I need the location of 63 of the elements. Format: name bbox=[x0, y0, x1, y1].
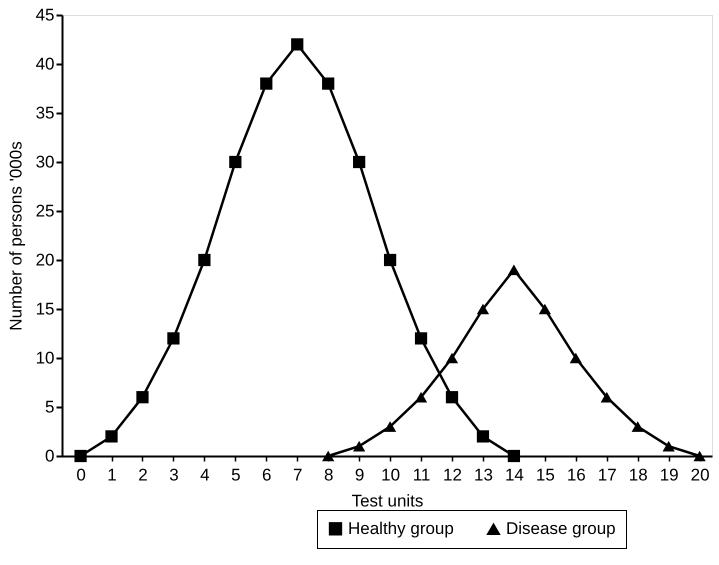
x-tick-label: 2 bbox=[138, 466, 148, 484]
x-tick-label: 20 bbox=[690, 466, 710, 484]
point bbox=[322, 450, 334, 462]
x-tick-label: 10 bbox=[381, 466, 400, 484]
legend-label: Healthy group bbox=[348, 518, 454, 538]
x-tick-label: 1 bbox=[107, 466, 117, 484]
point bbox=[105, 430, 118, 443]
x-tick-label: 12 bbox=[443, 466, 462, 484]
y-tick-label: 40 bbox=[36, 54, 54, 74]
y-tick-label: 20 bbox=[36, 250, 54, 270]
x-tick-label: 5 bbox=[231, 466, 241, 484]
x-tick-label: 19 bbox=[660, 466, 679, 484]
point bbox=[136, 391, 149, 404]
x-tick-label: 13 bbox=[474, 466, 493, 484]
y-axis-title: Number of persons '000s bbox=[6, 141, 26, 331]
point bbox=[446, 352, 458, 364]
point bbox=[414, 392, 428, 403]
point bbox=[508, 450, 520, 462]
point bbox=[260, 77, 272, 90]
point bbox=[414, 332, 428, 345]
point bbox=[229, 156, 242, 168]
point bbox=[198, 254, 211, 266]
y-tick-label: 10 bbox=[36, 348, 54, 368]
x-tick-label: 9 bbox=[354, 466, 364, 484]
y-tick-label: 35 bbox=[36, 104, 54, 122]
y-tick-label: 0 bbox=[45, 446, 54, 466]
point bbox=[600, 392, 613, 403]
y-tick-label: 45 bbox=[36, 6, 54, 24]
point bbox=[167, 332, 180, 345]
y-tick-label: 25 bbox=[36, 202, 54, 220]
x-tick-label: 0 bbox=[76, 466, 86, 484]
point bbox=[74, 450, 87, 462]
y-tick-label: 15 bbox=[36, 300, 54, 318]
x-tick-label: 15 bbox=[536, 466, 555, 484]
x-tick-label: 4 bbox=[200, 466, 210, 484]
point bbox=[322, 77, 334, 90]
point bbox=[662, 440, 675, 452]
x-tick-label: 6 bbox=[262, 466, 272, 484]
y-tick-label: 5 bbox=[45, 398, 54, 416]
legend-label: Disease group bbox=[506, 519, 616, 538]
point bbox=[291, 38, 304, 51]
point bbox=[476, 304, 490, 314]
point bbox=[384, 254, 396, 266]
point bbox=[353, 440, 366, 452]
y-tick-label: 30 bbox=[36, 152, 54, 172]
point bbox=[353, 156, 366, 168]
x-tick-label: 14 bbox=[504, 466, 524, 484]
point bbox=[570, 352, 582, 364]
x-tick-label: 8 bbox=[324, 466, 334, 484]
x-tick-label: 18 bbox=[628, 466, 648, 484]
point bbox=[476, 430, 490, 443]
x-tick-label: 17 bbox=[598, 466, 617, 484]
x-axis-title: Test units bbox=[352, 492, 424, 510]
x-tick-label: 3 bbox=[169, 466, 179, 484]
point bbox=[384, 421, 396, 432]
point bbox=[538, 304, 551, 314]
point bbox=[632, 421, 644, 432]
point bbox=[446, 391, 458, 404]
x-tick-label: 7 bbox=[293, 466, 302, 484]
x-tick-label: 11 bbox=[412, 466, 430, 484]
x-tick-label: 16 bbox=[566, 466, 586, 484]
point bbox=[693, 450, 706, 462]
point bbox=[508, 264, 520, 276]
